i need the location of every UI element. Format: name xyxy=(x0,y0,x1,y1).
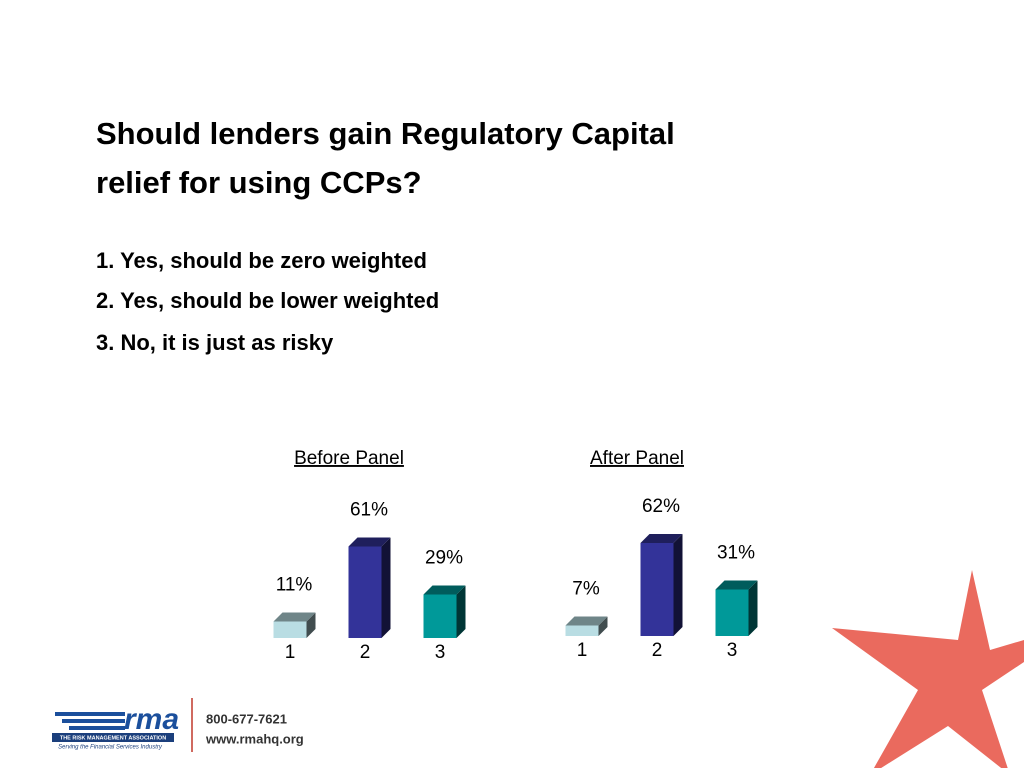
chart-title: After Panel xyxy=(590,448,684,469)
bar xyxy=(348,546,382,638)
bar-top xyxy=(640,534,683,543)
bar-top xyxy=(423,585,466,595)
phone: 800-677-7621 xyxy=(206,711,287,726)
logo-stripe xyxy=(69,726,125,730)
bar xyxy=(565,625,599,636)
option: 3. No, it is just as risky xyxy=(96,330,334,355)
value-label: 11% xyxy=(276,575,313,596)
website: www.rmahq.org xyxy=(205,731,304,746)
value-label: 7% xyxy=(572,579,600,600)
value-label: 62% xyxy=(642,496,680,517)
option: 1. Yes, should be zero weighted xyxy=(96,248,427,273)
logo-tagline: Serving the Financial Services Industry xyxy=(58,745,163,751)
bar-side xyxy=(673,534,683,636)
logo-stripe xyxy=(62,719,125,723)
category-label: 1 xyxy=(285,642,296,663)
bar-top xyxy=(348,537,391,547)
slide-title: Should lenders gain Regulatory Capital xyxy=(96,116,675,151)
category-label: 2 xyxy=(360,642,371,663)
bar xyxy=(273,621,307,638)
category-label: 1 xyxy=(577,640,588,661)
logo-band xyxy=(52,733,174,742)
starfish xyxy=(832,570,1024,768)
bar-side xyxy=(381,537,391,638)
category-label: 3 xyxy=(727,640,738,661)
option: 2. Yes, should be lower weighted xyxy=(96,288,439,313)
bar-side xyxy=(748,580,758,636)
logo-stripe xyxy=(55,712,125,716)
bar xyxy=(423,594,457,638)
value-label: 29% xyxy=(425,548,463,569)
value-label: 31% xyxy=(717,543,755,564)
logo-association: THE RISK MANAGEMENT ASSOCIATION xyxy=(60,735,166,741)
logo-text: rma xyxy=(124,703,179,736)
footer: rma THE RISK MANAGEMENT ASSOCIATION Serv… xyxy=(52,698,304,752)
bar-top xyxy=(565,616,608,626)
bar xyxy=(640,543,674,636)
bar-side xyxy=(306,612,316,638)
value-label: 61% xyxy=(350,500,388,521)
bar-side xyxy=(456,585,466,638)
bar-top xyxy=(715,580,758,590)
chart-title: Before Panel xyxy=(294,448,404,469)
bar-top xyxy=(273,612,316,622)
category-label: 3 xyxy=(435,642,446,663)
bar xyxy=(715,589,749,636)
bar-side xyxy=(598,616,608,636)
category-label: 2 xyxy=(652,640,663,661)
slide-title: relief for using CCPs? xyxy=(96,165,422,200)
